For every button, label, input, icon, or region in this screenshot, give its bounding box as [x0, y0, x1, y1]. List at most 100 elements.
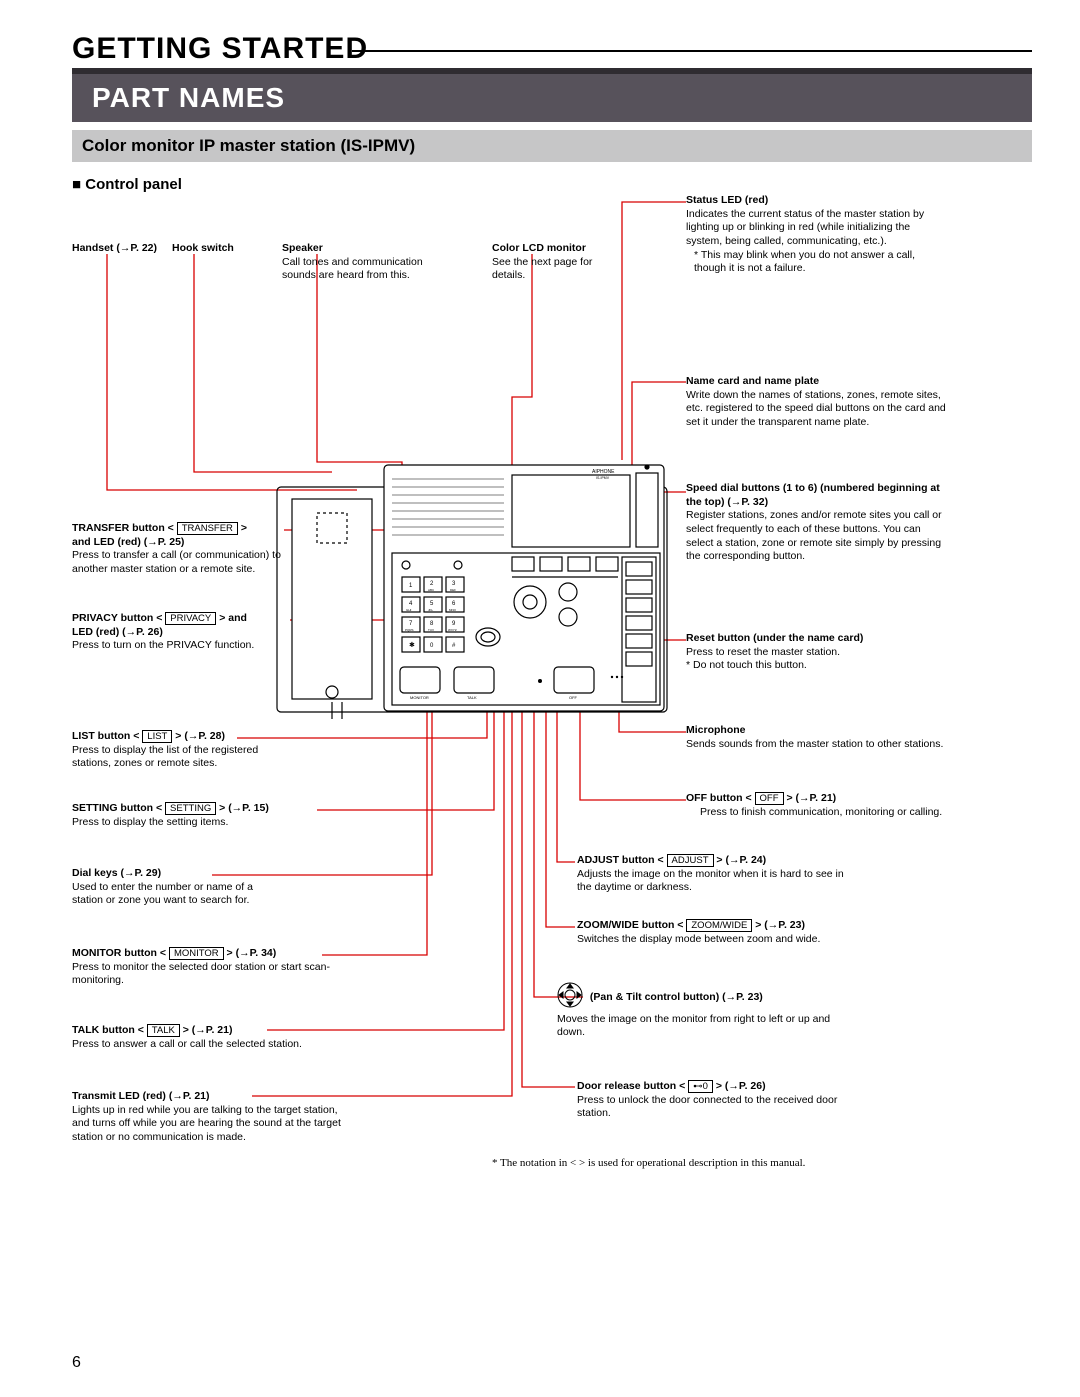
callout-title: Name card and name plate	[686, 375, 819, 387]
callout-body: Switches the display mode between zoom a…	[577, 933, 857, 947]
callout-microphone: Microphone Sends sounds from the master …	[686, 724, 946, 751]
callout-title-pre: TRANSFER button <	[72, 522, 174, 534]
callout-title: Reset button (under the name card)	[686, 632, 863, 644]
svg-text:IS-IPMV: IS-IPMV	[596, 476, 610, 480]
boxed-label: ADJUST	[667, 854, 714, 867]
callout-title: Handset (→P. 22)	[72, 242, 157, 254]
boxed-label: LIST	[142, 730, 172, 743]
svg-text:DEF: DEF	[450, 588, 456, 592]
callout-monitor: MONITOR button < MONITOR > (→P. 34) Pres…	[72, 947, 332, 988]
svg-text:MONITOR: MONITOR	[410, 695, 429, 700]
manual-page: GETTING STARTED PART NAMES Color monitor…	[72, 32, 1032, 1372]
title-bar: PART NAMES	[72, 68, 1032, 122]
callout-body: Press to transfer a call (or communicati…	[72, 549, 282, 576]
callout-speed-dial: Speed dial buttons (1 to 6) (numbered be…	[686, 482, 946, 564]
callout-list: LIST button < LIST > (→P. 28) Press to d…	[72, 730, 282, 771]
callout-title-post: > (→P. 23)	[755, 919, 805, 931]
callout-title-pre: TALK button <	[72, 1024, 144, 1036]
callout-talk: TALK button < TALK > (→P. 21) Press to a…	[72, 1024, 302, 1051]
callout-note: * This may blink when you do not answer …	[686, 249, 946, 276]
pan-tilt-icon	[557, 982, 583, 1013]
boxed-label: OFF	[755, 792, 784, 805]
callout-body: Lights up in red while you are talking t…	[72, 1104, 352, 1145]
svg-text:MNO: MNO	[449, 608, 457, 612]
callout-body: See the next page for details.	[492, 256, 622, 283]
callout-body: Press to unlock the door connected to th…	[577, 1094, 857, 1121]
boxed-label: SETTING	[165, 802, 216, 815]
callout-title-pre: ZOOM/WIDE button <	[577, 919, 683, 931]
callout-title: Status LED (red)	[686, 194, 768, 206]
svg-text:GHI: GHI	[406, 608, 412, 612]
callout-off-button: OFF button < OFF > (→P. 21) Press to fin…	[686, 792, 946, 819]
callout-title: Dial keys (→P. 29)	[72, 867, 161, 879]
callout-title-post: > (→P. 28)	[175, 730, 225, 742]
svg-text:✱: ✱	[409, 641, 415, 649]
section-rule	[352, 50, 1032, 52]
svg-text:ABC: ABC	[428, 588, 435, 592]
callout-title-post: > (→P. 15)	[219, 802, 269, 814]
boxed-label: TRANSFER	[177, 522, 238, 535]
page-number: 6	[72, 1354, 81, 1372]
callout-zoom: ZOOM/WIDE button < ZOOM/WIDE > (→P. 23) …	[577, 919, 857, 946]
callout-title2: LED (red) (→P. 26)	[72, 626, 163, 638]
callout-body: Call tones and communication sounds are …	[282, 256, 457, 283]
callout-title: Microphone	[686, 724, 746, 736]
callout-body: Press to display the list of the registe…	[72, 744, 282, 771]
callout-title: (Pan & Tilt control button) (→P. 23)	[590, 991, 763, 1003]
callout-hook-switch: Hook switch	[172, 242, 234, 256]
svg-text:WXYZ: WXYZ	[448, 628, 457, 632]
callout-title-post: > and	[219, 612, 247, 624]
svg-text:AIPHONE: AIPHONE	[592, 469, 615, 475]
callout-color-lcd: Color LCD monitor See the next page for …	[492, 242, 622, 283]
callout-body: Indicates the current status of the mast…	[686, 208, 946, 249]
callout-speaker: Speaker Call tones and communication sou…	[282, 242, 457, 283]
callout-body: Used to enter the number or name of a st…	[72, 881, 282, 908]
callout-title-post: > (→P. 21)	[786, 792, 836, 804]
boxed-label: PRIVACY	[165, 612, 216, 625]
callout-body: Press to finish communication, monitorin…	[686, 806, 946, 820]
callout-title-pre: MONITOR button <	[72, 947, 166, 959]
boxed-label: MONITOR	[169, 947, 224, 960]
callout-adjust: ADJUST button < ADJUST > (→P. 24) Adjust…	[577, 854, 857, 895]
callout-title: Hook switch	[172, 242, 234, 254]
callout-body: Press to reset the master station.	[686, 646, 946, 660]
callout-title-pre: Door release button <	[577, 1080, 685, 1092]
callout-title-pre: SETTING button <	[72, 802, 162, 814]
section-heading: GETTING STARTED	[72, 32, 1032, 66]
callout-title-post: >	[241, 522, 247, 534]
callout-body: Moves the image on the monitor from righ…	[557, 1013, 837, 1040]
callout-title-post: > (→P. 34)	[227, 947, 277, 959]
callout-transfer: TRANSFER button < TRANSFER > and LED (re…	[72, 522, 282, 577]
callout-body: Adjusts the image on the monitor when it…	[577, 868, 857, 895]
callout-setting: SETTING button < SETTING > (→P. 15) Pres…	[72, 802, 332, 829]
boxed-label: ZOOM/WIDE	[686, 919, 752, 932]
callout-title-post: > (→P. 26)	[716, 1080, 766, 1092]
callout-transmit-led: Transmit LED (red) (→P. 21) Lights up in…	[72, 1090, 352, 1145]
callout-door-release: Door release button < ⊷0 > (→P. 26) Pres…	[577, 1080, 857, 1121]
callout-body: Press to monitor the selected door stati…	[72, 961, 332, 988]
callout-reset: Reset button (under the name card) Press…	[686, 632, 946, 673]
callout-body: Press to turn on the PRIVACY function.	[72, 639, 292, 653]
callout-title: Transmit LED (red) (→P. 21)	[72, 1090, 210, 1102]
boxed-label: ⊷0	[688, 1080, 713, 1093]
svg-text:JKL: JKL	[428, 608, 434, 612]
callout-pan-tilt: (Pan & Tilt control button) (→P. 23) Mov…	[557, 982, 837, 1040]
callout-title: Color LCD monitor	[492, 242, 586, 254]
callout-body: Register stations, zones and/or remote s…	[686, 509, 946, 564]
callout-title-pre: PRIVACY button <	[72, 612, 162, 624]
svg-text:PQRS: PQRS	[405, 628, 414, 632]
callout-title2: and LED (red) (→P. 25)	[72, 536, 184, 548]
boxed-label: TALK	[147, 1024, 180, 1037]
callout-title-post: > (→P. 24)	[716, 854, 766, 866]
subsection-heading: Control panel	[72, 176, 1032, 193]
callout-title-pre: ADJUST button <	[577, 854, 664, 866]
callout-title: Speed dial buttons (1 to 6) (numbered be…	[686, 482, 940, 508]
callout-privacy: PRIVACY button < PRIVACY > and LED (red)…	[72, 612, 292, 653]
callout-status-led: Status LED (red) Indicates the current s…	[686, 194, 946, 276]
callout-body: Press to answer a call or call the selec…	[72, 1038, 302, 1052]
callout-title-pre: OFF button <	[686, 792, 752, 804]
callout-title: Speaker	[282, 242, 323, 254]
callout-handset: Handset (→P. 22)	[72, 242, 157, 256]
callout-note: * Do not touch this button.	[686, 659, 946, 673]
svg-text:TALK: TALK	[467, 695, 477, 700]
